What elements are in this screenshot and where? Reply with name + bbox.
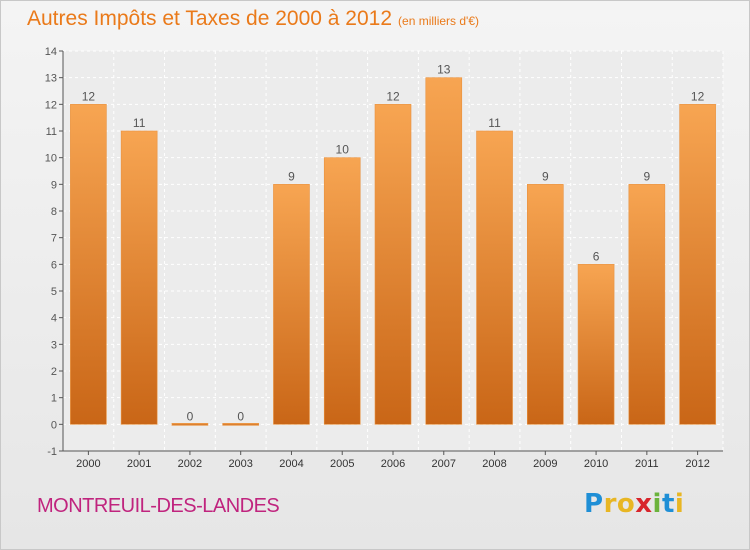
bar bbox=[628, 184, 666, 425]
y-tick-label: 6 bbox=[51, 259, 57, 271]
y-tick-label: 5 bbox=[51, 286, 57, 298]
bar-value-label: 0 bbox=[237, 409, 244, 423]
bar-value-label: 9 bbox=[542, 169, 549, 183]
x-tick-label: 2009 bbox=[533, 458, 557, 470]
brand-logo: Proxiti bbox=[584, 489, 684, 519]
bar-value-label: 6 bbox=[593, 249, 600, 263]
place-name: MONTREUIL-DES-LANDES bbox=[37, 495, 280, 517]
y-tick-label: 1 bbox=[51, 393, 57, 405]
bar bbox=[577, 264, 615, 425]
bar bbox=[323, 157, 361, 425]
brand-letter: x bbox=[635, 489, 653, 519]
x-tick-label: 2000 bbox=[76, 458, 100, 470]
x-tick-label: 2006 bbox=[381, 458, 405, 470]
x-tick-label: 2005 bbox=[330, 458, 354, 470]
x-tick-label: 2007 bbox=[432, 458, 456, 470]
x-tick-label: 2012 bbox=[685, 458, 709, 470]
brand-letter: r bbox=[603, 489, 617, 519]
y-tick-label: 8 bbox=[51, 206, 57, 218]
y-tick-label: 12 bbox=[45, 99, 57, 111]
bar bbox=[120, 130, 158, 425]
bar bbox=[679, 104, 716, 425]
bar bbox=[273, 184, 310, 425]
bar bbox=[171, 423, 209, 426]
chart-subtitle: (en milliers d'€) bbox=[398, 14, 480, 28]
y-tick-label: 2 bbox=[51, 366, 57, 378]
x-tick-label: 2008 bbox=[482, 458, 506, 470]
bar bbox=[527, 184, 564, 425]
bar-value-label: 9 bbox=[288, 169, 295, 183]
bar-value-label: 10 bbox=[336, 143, 350, 157]
x-tick-label: 2001 bbox=[127, 458, 151, 470]
bar-value-label: 12 bbox=[82, 89, 96, 103]
bar-value-label: 12 bbox=[691, 89, 705, 103]
bar bbox=[222, 423, 259, 426]
x-tick-label: 2010 bbox=[584, 458, 608, 470]
y-tick-label: 3 bbox=[51, 339, 57, 351]
brand-letter: o bbox=[616, 489, 636, 519]
bar-value-label: 11 bbox=[133, 116, 146, 130]
x-tick-label: 2004 bbox=[279, 458, 303, 470]
brand-letter: i bbox=[674, 489, 685, 519]
y-tick-label: -1 bbox=[47, 446, 57, 458]
y-tick-label: 14 bbox=[45, 46, 57, 58]
chart-title-text: Autres Impôts et Taxes de 2000 à 2012 bbox=[27, 7, 393, 30]
y-tick-label: 9 bbox=[51, 179, 57, 191]
y-tick-label: 13 bbox=[45, 73, 57, 85]
brand-letter: t bbox=[661, 489, 675, 519]
y-tick-label: 0 bbox=[51, 419, 57, 431]
chart-title: Autres Impôts et Taxes de 2000 à 2012 (en… bbox=[27, 7, 479, 31]
bar bbox=[425, 77, 463, 425]
y-tick-label: 11 bbox=[46, 126, 57, 138]
x-tick-label: 2011 bbox=[635, 458, 659, 470]
brand-letter: P bbox=[584, 489, 604, 519]
bar-value-label: 12 bbox=[386, 89, 400, 103]
bar-value-label: 0 bbox=[187, 409, 194, 423]
brand-letter: i bbox=[652, 489, 662, 519]
bar bbox=[70, 104, 107, 425]
x-tick-label: 2002 bbox=[178, 458, 202, 470]
y-tick-label: 10 bbox=[45, 153, 57, 165]
bar-value-label: 13 bbox=[437, 63, 451, 77]
bar-value-label: 11 bbox=[488, 116, 501, 130]
x-tick-label: 2003 bbox=[228, 458, 252, 470]
bar-value-label: 9 bbox=[644, 169, 651, 183]
bar bbox=[374, 104, 412, 425]
bar bbox=[476, 130, 513, 425]
y-tick-label: 4 bbox=[51, 313, 57, 325]
y-tick-label: 7 bbox=[51, 233, 57, 245]
